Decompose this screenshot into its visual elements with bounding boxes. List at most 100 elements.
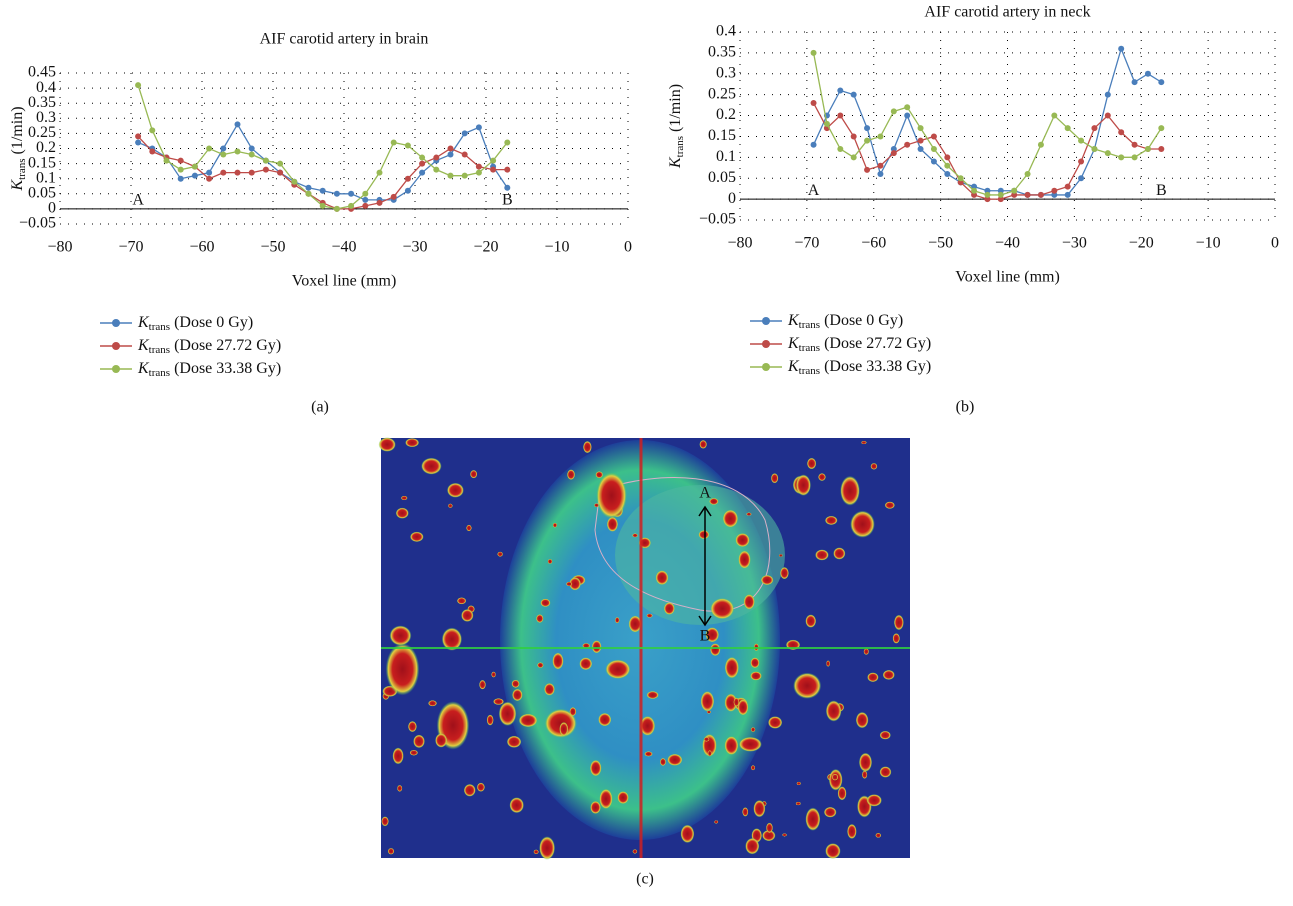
blob (818, 473, 826, 481)
blob (805, 807, 821, 831)
point (1118, 129, 1125, 136)
legend-marker (112, 319, 120, 327)
blob (750, 671, 762, 681)
point (1118, 154, 1125, 161)
blob (400, 495, 408, 501)
blob (738, 736, 762, 752)
blob (598, 712, 612, 727)
point (1104, 112, 1111, 119)
point (177, 166, 184, 173)
blob (544, 708, 577, 738)
blob (840, 475, 860, 506)
point (957, 179, 964, 186)
point (220, 151, 227, 158)
point (997, 191, 1004, 198)
x-tick-label: −10 (1196, 235, 1221, 252)
legend-label: Ktrans (Dose 27.72 Gy) (137, 337, 281, 356)
blob (476, 782, 485, 792)
y-tick-label: −0.05 (19, 215, 56, 232)
point (850, 154, 857, 161)
blob (825, 843, 841, 859)
point (305, 190, 312, 197)
point (475, 169, 482, 176)
y-tick-label: 0.15 (28, 154, 56, 171)
blob (782, 833, 787, 837)
point (234, 148, 241, 155)
point (944, 154, 951, 161)
blob (680, 824, 695, 844)
blob (446, 482, 464, 498)
arrow-heads (698, 505, 712, 627)
blob (498, 701, 517, 726)
x-tick-label: −60 (861, 235, 886, 252)
blob (466, 524, 472, 532)
blob (742, 807, 749, 817)
blob (879, 766, 892, 778)
blob (767, 716, 783, 729)
point (291, 178, 298, 185)
point (1158, 125, 1165, 132)
blob (703, 737, 710, 742)
point (220, 145, 227, 152)
point (944, 171, 951, 178)
y-tick-label: 0.4 (716, 23, 736, 40)
annotation: A (808, 182, 820, 199)
point (971, 183, 978, 190)
point (1064, 125, 1071, 132)
point (248, 169, 255, 176)
blob (780, 566, 789, 580)
legend-label: Ktrans (Dose 33.38 Gy) (137, 360, 281, 379)
point (997, 196, 1004, 203)
point (447, 172, 454, 179)
point (971, 191, 978, 198)
point (850, 91, 857, 98)
x-tick-label: −80 (727, 235, 752, 252)
y-tick-label: 0.15 (708, 127, 736, 144)
point (1064, 191, 1071, 198)
blob (606, 516, 619, 532)
point (864, 137, 871, 144)
point (461, 130, 468, 137)
point (904, 104, 911, 111)
mri-image: A B (378, 437, 910, 860)
y-tick-label: 0.2 (716, 106, 736, 123)
blob (397, 784, 403, 792)
x-tick-label: −40 (995, 235, 1020, 252)
blob (707, 750, 712, 757)
x-tick-label: −60 (189, 239, 214, 256)
blob (863, 648, 870, 655)
point (1131, 79, 1138, 86)
point (319, 187, 326, 194)
point (850, 133, 857, 140)
point (1158, 79, 1165, 86)
point (404, 187, 411, 194)
legend-marker (762, 317, 770, 325)
x-tick-label: 0 (624, 239, 632, 256)
point (404, 142, 411, 149)
point (234, 121, 241, 128)
y-tick-label: 0.25 (28, 124, 56, 141)
y-axis-label: Ktrans (1/min) (9, 106, 28, 191)
point (930, 145, 937, 152)
point (262, 157, 269, 164)
blob (750, 765, 756, 771)
blob (795, 474, 811, 496)
legend-marker (762, 340, 770, 348)
point (1078, 158, 1085, 165)
blob (596, 472, 627, 519)
point (490, 166, 497, 173)
point (206, 169, 213, 176)
point (1078, 175, 1085, 182)
point (504, 139, 511, 146)
point (191, 172, 198, 179)
blob (569, 577, 582, 591)
blob (456, 597, 467, 605)
point (864, 125, 871, 132)
blob (547, 558, 553, 564)
blob (746, 512, 752, 516)
point (305, 184, 312, 191)
point (1144, 70, 1151, 77)
blob (724, 656, 740, 679)
blob (714, 820, 719, 824)
y-tick-label: −0.05 (699, 211, 736, 228)
